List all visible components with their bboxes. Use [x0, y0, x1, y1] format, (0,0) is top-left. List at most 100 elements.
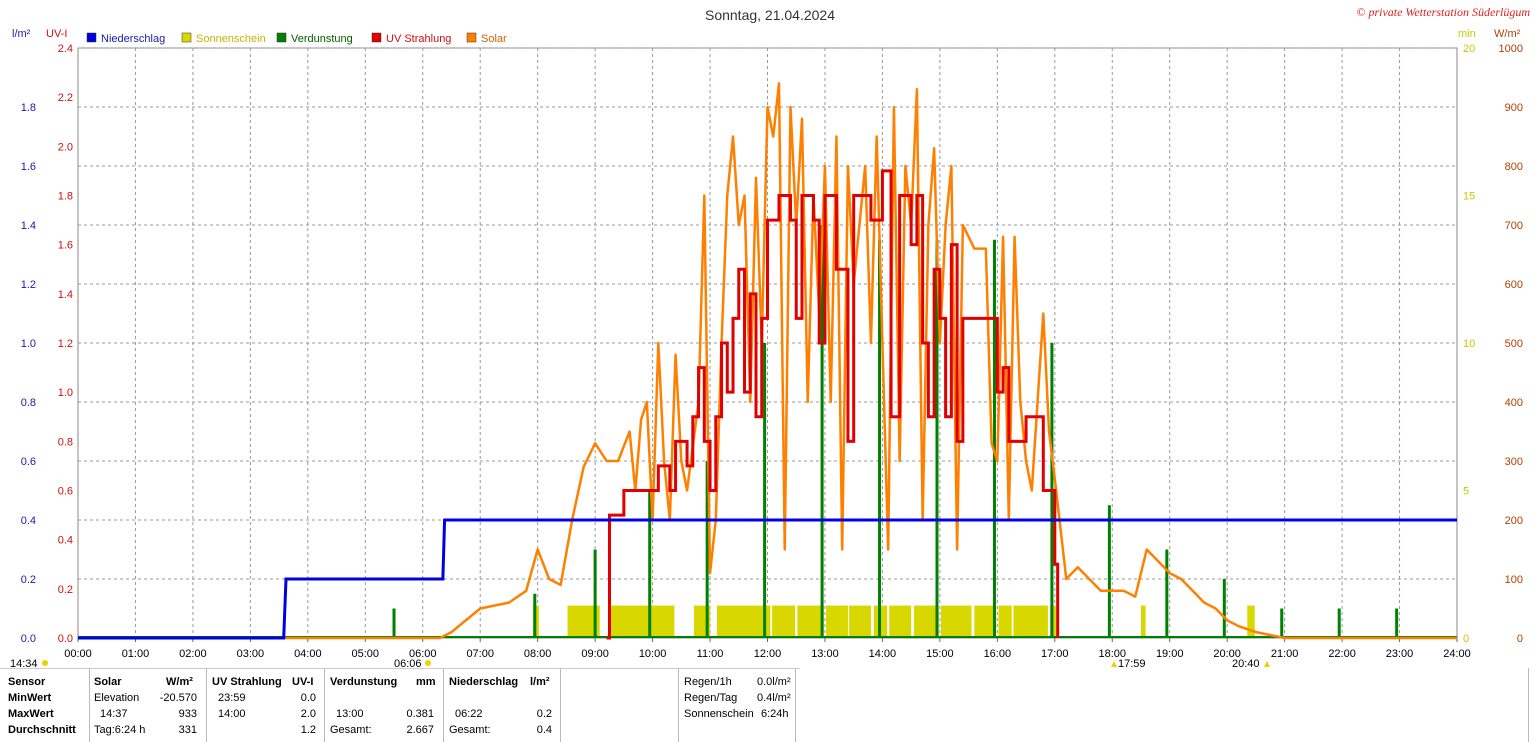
summary-table: Sensor MinWert MaxWert Durchschnitt Sola…: [0, 668, 1536, 742]
rain-1h-value: 0.0l/m²: [757, 676, 791, 688]
uv-series: [606, 169, 1060, 640]
x-tick-label: 05:00: [352, 648, 380, 660]
sunset-icon: [1264, 661, 1270, 667]
rain-max-time: 06:22: [455, 708, 483, 720]
sunshine-bar: [889, 605, 912, 638]
x-tick-label: 19:00: [1156, 648, 1184, 660]
x-tick-label: 22:00: [1328, 648, 1356, 660]
x-tick-label: 03:00: [237, 648, 265, 660]
x-tick-label: 02:00: [179, 648, 207, 660]
sunshine-bar: [609, 605, 675, 638]
uv-tick-label: 1.4: [58, 289, 73, 301]
uv-tick-label: 1.0: [58, 387, 73, 399]
rain-line: [78, 518, 1457, 640]
col-divider: [795, 668, 796, 742]
minutes-tick-label: 0: [1463, 633, 1469, 645]
sunshine-bar: [1013, 605, 1048, 638]
evap-unit: mm: [416, 676, 436, 688]
chart-title: Sonntag, 21.04.2024: [705, 7, 835, 23]
x-tick-label: 08:00: [524, 648, 552, 660]
sunshine-bar: [941, 605, 972, 638]
uv-tick-label: 2.4: [58, 43, 73, 55]
weather-chart: Sonntag, 21.04.2024 © private Wetterstat…: [10, 5, 1530, 668]
legend-label: Sonnenschein: [196, 33, 266, 45]
col-divider: [443, 668, 444, 742]
solar-tick-label: 700: [1505, 220, 1523, 232]
solar-tick-label: 1000: [1499, 43, 1523, 55]
col-divider: [678, 668, 679, 742]
sunshine-bar: [1247, 605, 1255, 638]
minutes-tick-label: 15: [1463, 191, 1475, 203]
rain-total-value: 0.4: [536, 724, 552, 736]
evap-max-time: 13:00: [336, 708, 364, 720]
rain-series: [78, 518, 1457, 640]
x-tick-label: 16:00: [984, 648, 1012, 660]
sunshine-bar: [772, 605, 796, 638]
legend-swatch: [276, 32, 287, 43]
row-label-min: MinWert: [8, 692, 52, 704]
evap-max-value: 0.381: [406, 708, 434, 720]
rain-tick-label: 0.4: [21, 515, 36, 527]
solar-tick-label: 800: [1505, 161, 1523, 173]
moonrise-time: 14:34: [10, 658, 38, 668]
col-divider: [1528, 668, 1529, 742]
rain-tick-label: 1.6: [21, 161, 36, 173]
solar-tick-label: 600: [1505, 279, 1523, 291]
evaporation-series: [78, 225, 1457, 638]
rain-tick-label: 0.2: [21, 574, 36, 586]
sun-moon-markers: 14:34 06:06 17:59 20:40: [10, 658, 1270, 668]
uv-tick-label: 0.2: [58, 584, 73, 596]
rain-tick-label: 1.8: [21, 102, 36, 114]
solar-avg-value: 331: [178, 724, 197, 736]
rain-1h-label: Regen/1h: [684, 676, 732, 688]
uv-avg-value: 1.2: [300, 724, 316, 736]
sunshine-bar: [716, 605, 771, 638]
solar-day-label: Tag:6:24 h: [94, 724, 146, 736]
sunshine-bar: [1140, 605, 1146, 638]
x-tick-label: 23:00: [1386, 648, 1414, 660]
solar-min-value: -20.570: [159, 692, 197, 704]
solar-max-value: 933: [178, 708, 197, 720]
sunshine-bar: [974, 605, 997, 638]
y-axes: 0.0 0.2 0.4 0.6 0.8 1.0 1.2 1.4 1.6 1.8 0.0 0.2 0.4 0…: [21, 43, 1523, 645]
col-divider: [206, 668, 207, 742]
rain-day-label: Regen/Tag: [684, 692, 738, 704]
station-credit: © private Wetterstation Süderlügum: [1356, 5, 1530, 19]
uv-max-time: 14:00: [218, 708, 246, 720]
rain-day-value: 0.4l/m²: [757, 692, 791, 704]
col-divider: [560, 668, 561, 742]
sunshine-bar: [998, 605, 1012, 638]
x-tick-label: 21:00: [1271, 648, 1299, 660]
legend-label: Verdunstung: [291, 33, 353, 45]
sunshine-bar: [797, 605, 824, 638]
solar-tick-label: 900: [1505, 102, 1523, 114]
sunshine-value: 6:24h: [761, 708, 789, 720]
uv-tick-label: 2.2: [58, 92, 73, 104]
uv-unit: UV-I: [292, 676, 314, 688]
rain-unit: l/m²: [530, 676, 550, 688]
legend-swatch: [466, 32, 477, 43]
legend-swatch: [371, 32, 382, 43]
x-tick-label: 10:00: [639, 648, 667, 660]
sunrise-time: 06:06: [394, 658, 422, 668]
rain-tick-label: 1.4: [21, 220, 36, 232]
legend-swatch: [86, 32, 97, 43]
uv-line: [606, 169, 1060, 640]
col-divider: [89, 668, 90, 742]
uv-tick-label: 0.4: [58, 535, 73, 547]
legend-swatch: [181, 32, 192, 43]
solar-max-time: 14:37: [100, 708, 128, 720]
evap-total-value: 2.667: [406, 724, 434, 736]
uv-tick-label: 0.6: [58, 486, 73, 498]
uv-header: UV Strahlung: [212, 676, 282, 688]
sunrise-icon: [425, 660, 431, 666]
sunshine-bar: [914, 605, 939, 638]
rain-tick-label: 0.0: [21, 633, 36, 645]
solar-tick-label: 300: [1505, 456, 1523, 468]
sunshine-label: Sonnenschein: [684, 708, 754, 720]
moonset-time: 17:59: [1118, 658, 1146, 668]
evap-total-label: Gesamt:: [330, 724, 372, 736]
uv-axis-unit: UV-I: [46, 28, 67, 40]
legend-label: Niederschlag: [101, 33, 165, 45]
solar-tick-label: 0: [1517, 633, 1523, 645]
